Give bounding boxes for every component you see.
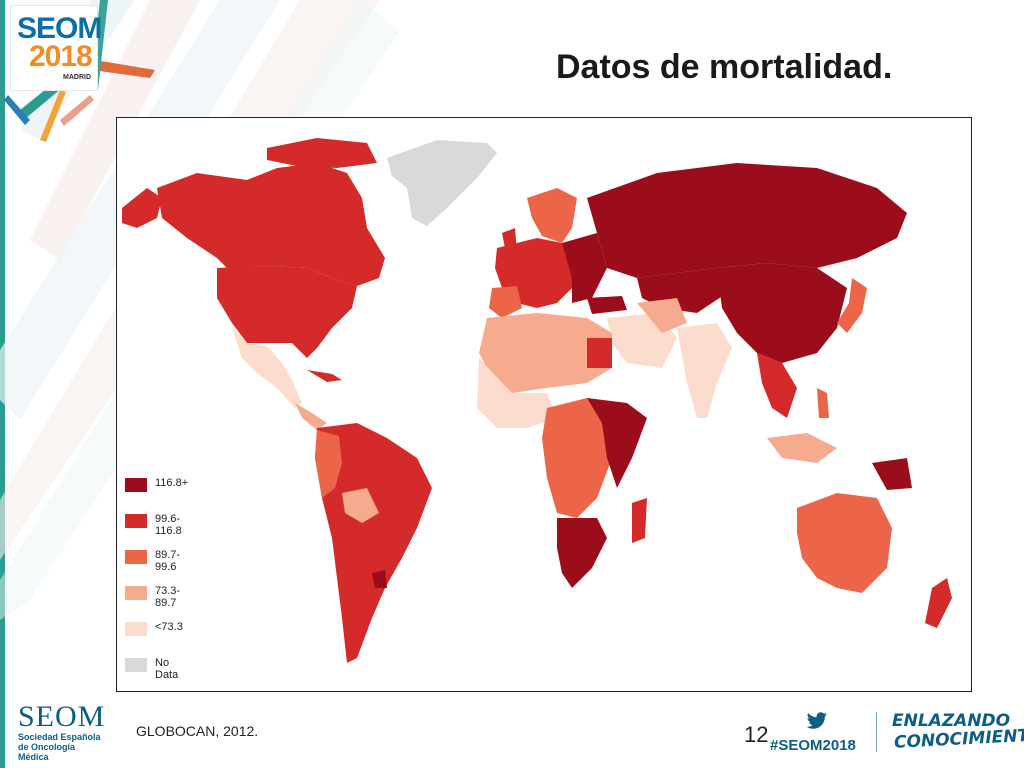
region-central-africa	[542, 398, 612, 518]
slogan: ENLAZANDO CONOCIMIENTO	[892, 711, 1024, 753]
region-west-africa	[477, 358, 557, 428]
region-iran	[637, 298, 687, 333]
world-map-svg	[122, 138, 952, 663]
legend-swatch	[125, 550, 147, 564]
legend-swatch	[125, 478, 147, 492]
page-title: Datos de mortalidad.	[556, 48, 893, 86]
region-usa	[217, 266, 357, 358]
region-arctic-islands	[267, 138, 377, 168]
footer-divider	[876, 712, 877, 752]
region-madagascar	[632, 498, 647, 543]
region-colombia-peru	[315, 430, 342, 498]
region-new-zealand	[925, 578, 952, 628]
region-south-africa	[557, 518, 607, 588]
seom-subtitle-line1: Sociedad Española	[18, 732, 101, 742]
region-scandinavia	[527, 188, 577, 243]
region-east-africa	[587, 398, 647, 488]
legend-label: 99.6-116.8	[155, 513, 182, 537]
region-north-south-america	[315, 423, 432, 663]
legend-label: 73.3-89.7	[155, 585, 181, 609]
region-turkey	[587, 296, 627, 314]
twitter-icon	[806, 712, 827, 729]
legend-label: <73.3	[155, 621, 183, 633]
region-eastern-europe	[562, 233, 607, 303]
seom-subtitle-line2: de Oncología Médica	[18, 742, 76, 762]
region-egypt	[587, 338, 612, 368]
region-central-america	[295, 403, 327, 430]
seom-logo-text: SEOM	[18, 700, 106, 733]
region-north-africa	[479, 313, 612, 393]
source-citation: GLOBOCAN, 2012.	[136, 723, 259, 739]
legend-label: 89.7-99.6	[155, 549, 181, 573]
region-canada	[157, 163, 385, 286]
region-southeast-asia	[757, 353, 797, 418]
region-korea-japan	[837, 278, 867, 333]
region-uruguay	[372, 570, 387, 588]
seom-society-logo: SEOM Sociedad Española de Oncología Médi…	[18, 700, 108, 763]
legend-label: 116.8+	[155, 477, 189, 489]
legend-label: No Data	[155, 657, 179, 681]
region-china	[717, 263, 847, 363]
region-caribbean	[307, 370, 342, 382]
region-australia	[797, 493, 892, 593]
world-mortality-map: 116.8+ 99.6-116.8 89.7-99.6 73.3-89.7 <7…	[116, 117, 972, 692]
seom-2018-logo: SEOM 2018 MADRID	[10, 5, 102, 91]
logo-city-text: MADRID	[63, 74, 91, 81]
event-hashtag: #SEOM2018	[770, 737, 856, 754]
region-iberia	[489, 286, 522, 318]
region-indonesia	[767, 433, 837, 463]
region-india	[677, 323, 732, 418]
logo-seom-text: SEOM	[17, 12, 102, 45]
region-philippines	[817, 388, 829, 418]
legend-swatch	[125, 586, 147, 600]
slogan-line1: ENLAZANDO	[892, 711, 1011, 731]
page-number: 12	[744, 722, 769, 747]
region-uk	[502, 228, 517, 258]
region-alaska	[122, 188, 162, 228]
region-png	[872, 458, 912, 490]
legend-swatch	[125, 514, 147, 528]
region-russia	[587, 163, 907, 278]
region-mexico	[232, 328, 302, 408]
region-bolivia	[342, 488, 379, 523]
logo-year-text: 2018	[29, 40, 93, 73]
legend-swatch	[125, 622, 147, 636]
region-greenland	[387, 140, 497, 226]
legend-swatch	[125, 658, 147, 672]
